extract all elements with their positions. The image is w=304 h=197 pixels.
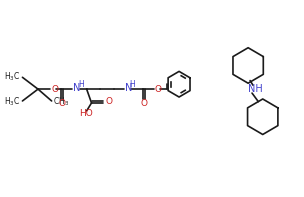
- Text: $\mathdefault{H_3C}$: $\mathdefault{H_3C}$: [4, 70, 20, 83]
- Text: N: N: [125, 83, 132, 93]
- Text: HO: HO: [79, 109, 92, 118]
- Text: O: O: [105, 98, 112, 106]
- Text: H: H: [78, 80, 84, 89]
- Text: O: O: [52, 85, 59, 94]
- Text: $\mathdefault{H_3C}$: $\mathdefault{H_3C}$: [4, 96, 20, 108]
- Text: N: N: [73, 83, 80, 93]
- Text: $\mathdefault{CH_3}$: $\mathdefault{CH_3}$: [53, 96, 69, 108]
- Text: NH: NH: [247, 84, 262, 94]
- Text: H: H: [130, 80, 135, 89]
- Text: O: O: [140, 99, 147, 108]
- Text: O: O: [155, 85, 162, 94]
- Text: O: O: [59, 99, 66, 108]
